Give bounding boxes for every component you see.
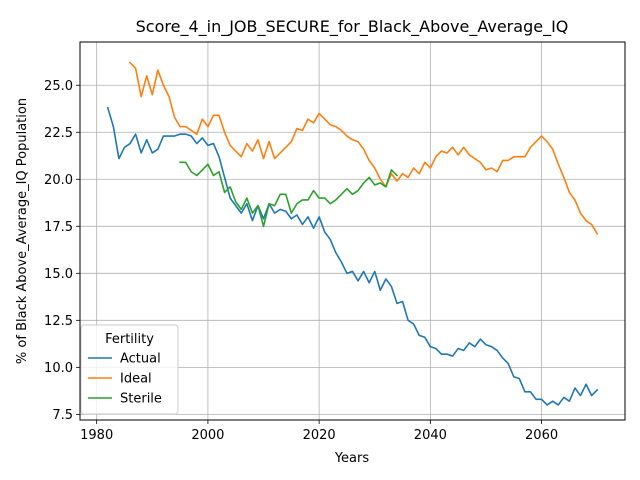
legend-box <box>80 324 179 415</box>
y-tick-label: 25.0 <box>44 79 73 94</box>
legend-label-actual: Actual <box>120 352 161 367</box>
series-line-ideal <box>128 61 599 235</box>
x-tick-label: 2060 <box>525 428 558 443</box>
x-axis: 1980 2000 2020 2040 2060 <box>80 420 558 443</box>
legend-label-ideal: Ideal <box>120 372 152 387</box>
x-axis-label: Years <box>334 451 370 466</box>
x-tick-label: 1980 <box>80 428 113 443</box>
legend-label-sterile: Sterile <box>120 392 162 407</box>
x-tick-label: 2020 <box>303 428 336 443</box>
x-tick-label: 2000 <box>191 428 224 443</box>
y-tick-label: 15.0 <box>44 267 73 282</box>
y-tick-label: 12.5 <box>44 314 73 329</box>
y-axis-label: % of Black Above_Average_IQ Population <box>15 98 30 364</box>
legend-title: Fertility <box>105 332 154 347</box>
y-axis: 7.5 10.0 12.5 15.0 17.5 20.0 22.5 25.0 <box>44 79 80 423</box>
y-tick-label: 10.0 <box>44 361 73 376</box>
series-line-actual <box>106 106 599 406</box>
plot-frame <box>79 41 626 421</box>
y-tick-label: 20.0 <box>44 173 73 188</box>
x-tick-label: 2040 <box>414 428 447 443</box>
series-layer <box>106 61 599 406</box>
y-tick-label: 22.5 <box>44 126 73 141</box>
chart-title: Score_4_in_JOB_SECURE_for_Black_Above_Av… <box>136 17 569 37</box>
legend-entries: Actual Ideal Sterile <box>88 352 162 407</box>
series-line-sterile <box>179 161 399 228</box>
y-tick-label: 7.5 <box>52 408 73 423</box>
legend: Fertility Actual Ideal Sterile <box>80 324 179 415</box>
y-tick-label: 17.5 <box>44 220 73 235</box>
